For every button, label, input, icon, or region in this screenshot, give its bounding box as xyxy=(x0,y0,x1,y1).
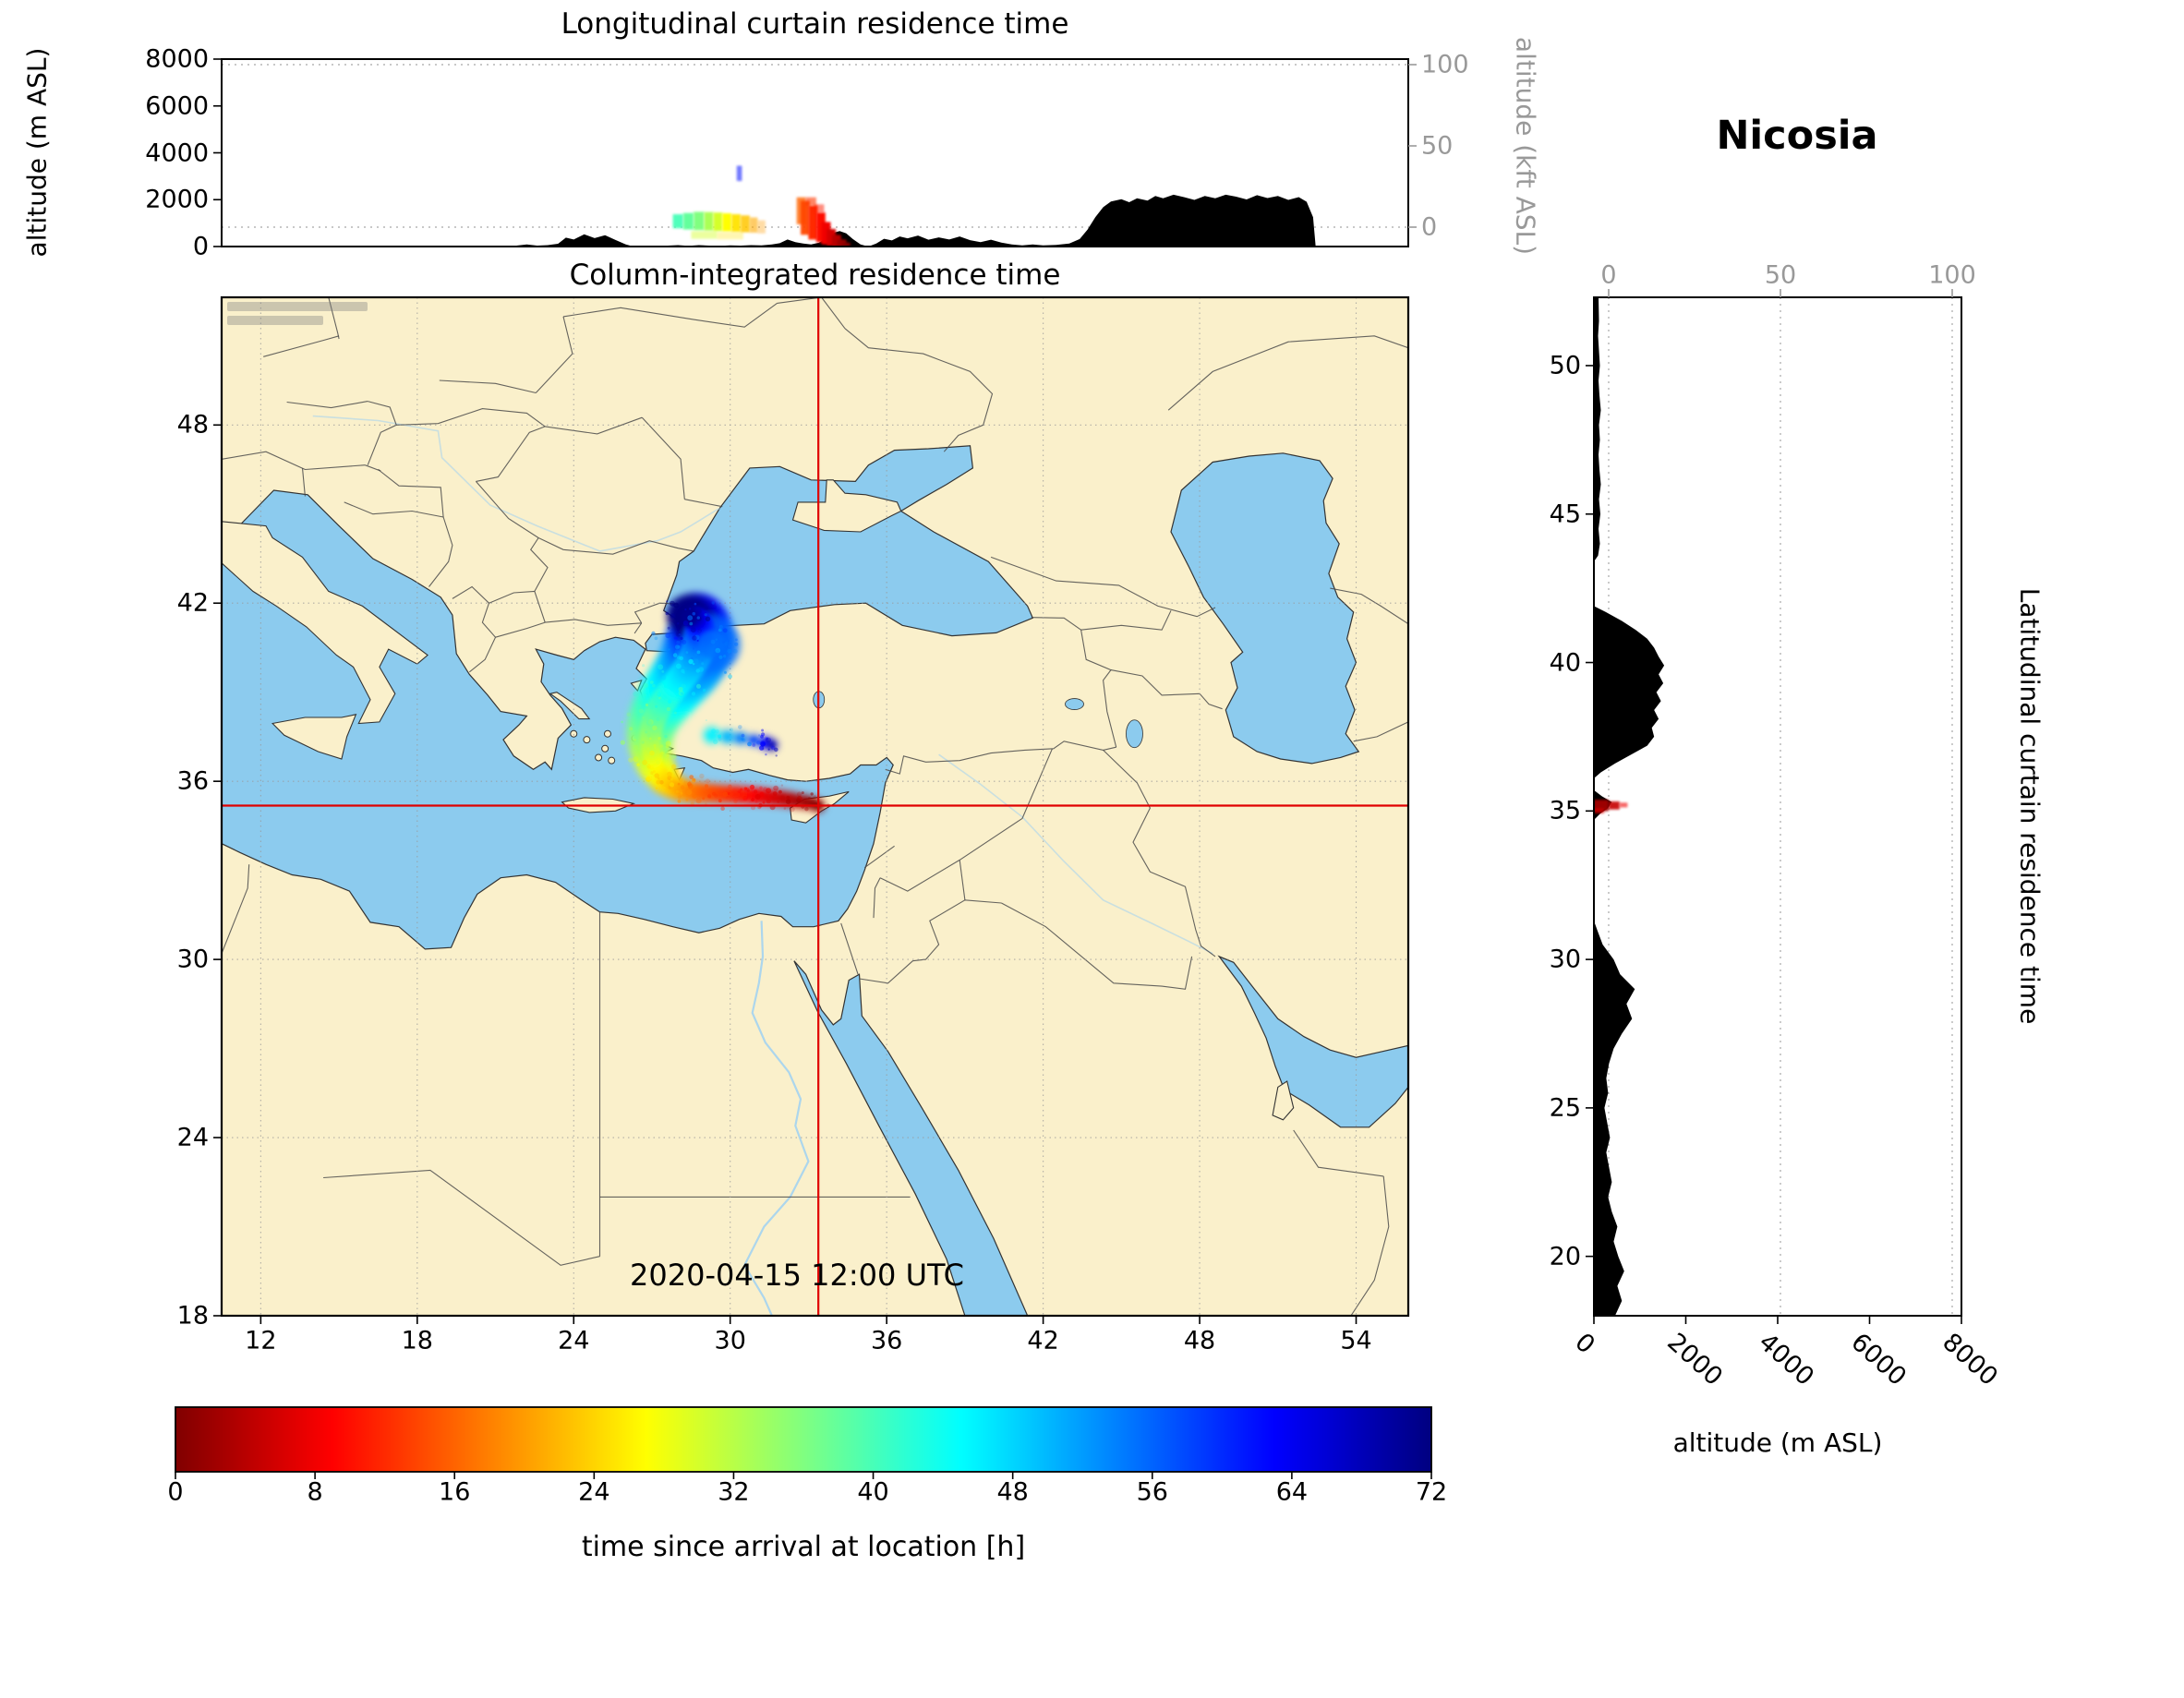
nile-river xyxy=(742,921,810,1316)
colorbar-label: time since arrival at location [h] xyxy=(581,1531,1026,1563)
mediterranean-sea xyxy=(222,489,894,950)
lesbos-island xyxy=(630,679,643,692)
map-panel-title: Column-integrated residence time xyxy=(569,259,1061,292)
top-panel-title: Longitudinal curtain residence time xyxy=(561,7,1069,41)
right-y-axis-label: Latitudinal curtain residence time xyxy=(2014,587,2045,1025)
euphrates-river xyxy=(938,753,1213,955)
crimea-peninsula xyxy=(791,479,902,533)
euboea-island xyxy=(549,692,591,720)
top-y-axis-label: altitude (m ASL) xyxy=(21,47,53,258)
red-sea xyxy=(793,960,1029,1316)
top-curtain-panel xyxy=(213,58,1417,247)
map-attribution-watermark xyxy=(227,302,368,330)
colorbar xyxy=(175,1406,1432,1479)
plume-speckles xyxy=(620,600,831,813)
colorbar-gradient xyxy=(175,1407,1431,1472)
sicily-island xyxy=(271,714,357,760)
caspian-sea xyxy=(1170,452,1360,765)
right-curtain-panel xyxy=(1586,289,1962,1324)
station-title: Nicosia xyxy=(1716,113,1878,159)
right-x-axis-label: altitude (m ASL) xyxy=(1672,1427,1883,1458)
map-panel xyxy=(213,295,1410,1324)
italy-peninsula xyxy=(222,521,428,725)
danube-river xyxy=(312,415,720,552)
top-y-axis-label-right: altitude (kft ASL) xyxy=(1510,36,1541,256)
persian-gulf xyxy=(1217,955,1408,1128)
map-date-label: 2020-04-15 12:00 UTC xyxy=(630,1258,964,1293)
qatar-peninsula xyxy=(1272,1080,1295,1121)
black-sea xyxy=(662,445,1034,637)
terrain-silhouette-longitude xyxy=(222,194,1408,247)
